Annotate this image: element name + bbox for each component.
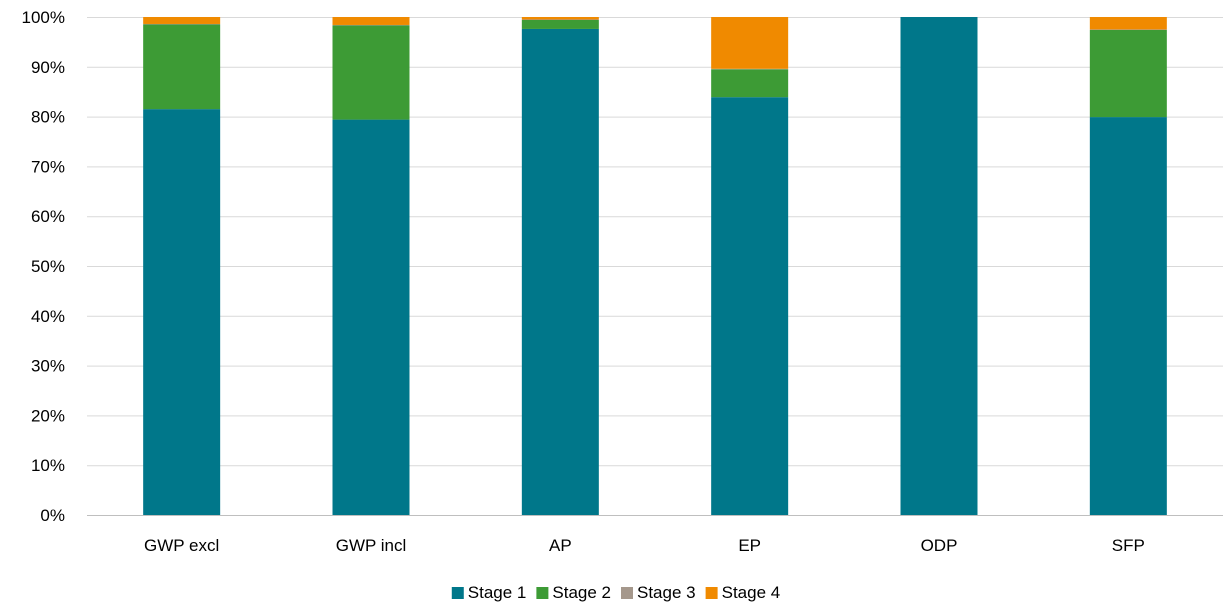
- y-axis-tick-labels: 0% 10% 20% 30% 40% 50% 60% 70% 80% 90% 100%: [22, 8, 65, 525]
- legend-swatch: [451, 587, 464, 599]
- gridlines: [87, 17, 1223, 516]
- legend-label: Stage 1: [468, 583, 527, 602]
- bar-segment: [521, 28, 599, 516]
- legend-swatch: [536, 587, 549, 599]
- legend-item: Stage 1: [451, 583, 527, 602]
- bar-segment: [1089, 17, 1167, 30]
- legend-label: Stage 4: [722, 583, 781, 602]
- bar-segment: [711, 69, 789, 98]
- legend-item: Stage 2: [536, 583, 611, 602]
- bar-segment: [900, 17, 978, 515]
- y-tick-label: 50%: [31, 257, 65, 276]
- y-tick-label: 10%: [31, 456, 65, 475]
- bar-segment: [521, 17, 599, 20]
- bar-segment: [711, 17, 789, 69]
- y-tick-label: 70%: [31, 157, 65, 176]
- bar-segment: [1089, 117, 1167, 516]
- y-tick-label: 90%: [31, 58, 65, 77]
- y-tick-label: 40%: [31, 307, 65, 326]
- y-tick-label: 30%: [31, 357, 65, 376]
- x-tick-label: GWP excl: [144, 536, 219, 555]
- y-tick-label: 0%: [40, 506, 65, 525]
- x-tick-label: SFP: [1112, 536, 1145, 555]
- bar-segment: [711, 97, 789, 515]
- y-tick-label: 60%: [31, 207, 65, 226]
- legend-swatch: [705, 587, 718, 599]
- legend-item: Stage 4: [705, 583, 781, 602]
- legend-label: Stage 2: [552, 583, 611, 602]
- x-tick-label: AP: [549, 536, 572, 555]
- x-axis-tick-labels: GWP excl GWP incl AP EP ODP SFP: [144, 536, 1145, 555]
- y-tick-label: 20%: [31, 406, 65, 425]
- bar-segment: [143, 24, 221, 110]
- y-tick-label: 80%: [31, 108, 65, 127]
- bar-segment: [521, 19, 599, 29]
- y-tick-label: 100%: [22, 8, 65, 27]
- x-tick-label: EP: [738, 536, 761, 555]
- bar-segment: [143, 17, 221, 24]
- x-tick-label: GWP incl: [336, 536, 407, 555]
- bars: [143, 17, 1167, 516]
- legend: Stage 1 Stage 2 Stage 3 Stage 4: [451, 583, 781, 602]
- bar-segment: [143, 109, 221, 515]
- bar-segment: [332, 25, 410, 120]
- legend-label: Stage 3: [637, 583, 696, 602]
- bar-segment: [332, 17, 410, 25]
- x-tick-label: ODP: [921, 536, 958, 555]
- bar-segment: [332, 119, 410, 515]
- legend-swatch: [621, 587, 633, 599]
- legend-item: Stage 3: [621, 583, 696, 602]
- bar-segment: [1089, 29, 1167, 118]
